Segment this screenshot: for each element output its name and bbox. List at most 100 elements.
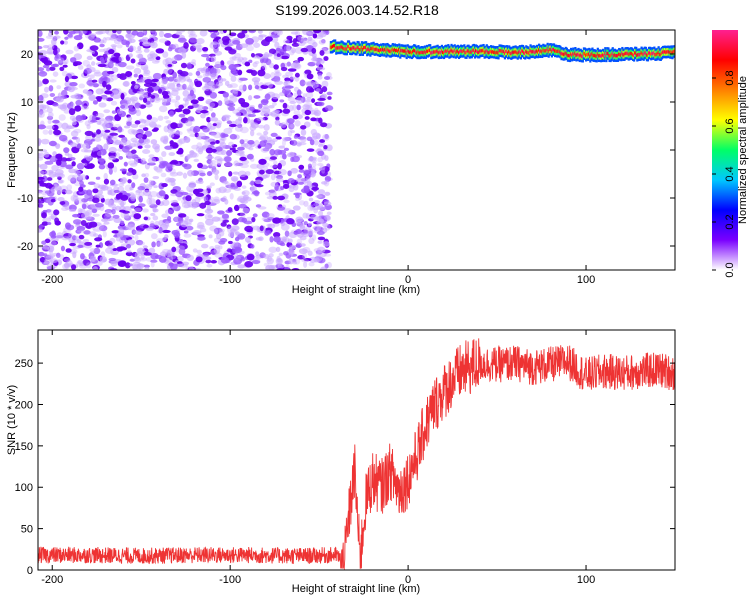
spectrogram-noise-cell [128, 209, 133, 214]
spectrogram-noise-cell [300, 47, 309, 53]
spectrogram-noise-cell [82, 142, 90, 150]
spectrogram-noise-cell [290, 167, 299, 174]
spectrogram-noise-cell [130, 205, 136, 209]
spectrogram-noise-cell [108, 146, 117, 154]
spectrogram-noise-cell [209, 141, 216, 145]
spectrogram-noise-cell [40, 189, 50, 196]
spectrogram-noise-cell [153, 165, 159, 171]
spectrogram-noise-cell [95, 176, 101, 180]
spectrogram-noise-cell [191, 58, 197, 65]
spectrogram-noise-cell [161, 78, 168, 85]
spectrogram-noise-cell [158, 163, 166, 169]
spectrogram-noise-cell [196, 213, 205, 217]
spectrogram-noise-cell [177, 255, 184, 263]
spectrogram-noise-cell [263, 73, 272, 79]
snr-frame [37, 329, 676, 571]
spectrogram-noise-cell [215, 139, 220, 144]
spectrogram-noise-cell [86, 262, 92, 269]
spectrogram-noise-cell [324, 215, 331, 221]
spectrogram-noise-cell [322, 222, 329, 228]
spectrogram-noise-cell [170, 263, 178, 270]
spectrogram-noise-cell [284, 230, 290, 237]
spectrogram-noise-cell [150, 252, 159, 260]
snr-plot-area [38, 330, 675, 570]
spectrogram-noise-cell [283, 199, 290, 203]
spectrogram-noise-cell [73, 92, 81, 100]
spectrogram-noise-cell [87, 181, 96, 186]
spectrogram-noise-cell [287, 170, 292, 177]
spectrogram-noise-cell [304, 109, 312, 116]
spectrogram-noise-cell [153, 127, 159, 131]
spectrogram-noise-cell [227, 84, 233, 89]
spectrogram-noise-cell [222, 30, 227, 34]
spectrogram-noise-cell [93, 147, 99, 152]
spectrogram-noise-cell [202, 126, 210, 133]
spectrogram-noise-cell [263, 253, 270, 260]
spectrogram-noise-cell [153, 185, 158, 189]
spectrogram-noise-cell [38, 228, 43, 233]
snr-x-tick-label: 100 [577, 574, 595, 586]
spectrogram-noise-cell [299, 79, 306, 87]
spectrogram-noise-cell [147, 57, 155, 62]
spectrogram-noise-cell [323, 179, 330, 187]
snr-x-tick-label: 0 [405, 574, 411, 586]
spectrogram-noise-cell [150, 139, 158, 145]
spectrogram-noise-cell [249, 129, 255, 137]
spectrogram-noise-cell [84, 130, 94, 136]
spectrogram-noise-cell [207, 122, 212, 129]
spectrogram-noise-cell [185, 195, 192, 202]
spectrogram-noise-cell [240, 101, 250, 108]
spectrogram-noise-cell [69, 82, 78, 87]
spectrogram-noise-cell [230, 75, 237, 82]
spectrogram-noise-cell [76, 225, 86, 232]
spectrogram-noise-cell [303, 200, 309, 207]
spectrogram-noise-cell [76, 261, 83, 266]
spectrogram-noise-cell [192, 248, 198, 253]
spectrogram-noise-cell [264, 111, 273, 116]
spectrogram-noise-cell [54, 55, 59, 62]
spectrogram-noise-cell [265, 169, 274, 175]
spectrogram-noise-cell [103, 221, 110, 225]
spectrogram-noise-cell [138, 191, 145, 197]
spectrogram-noise-cell [131, 182, 136, 189]
spectrogram-noise-cell [172, 71, 178, 79]
spectrogram-noise-cell [43, 60, 53, 66]
spectrogram-noise-cell [186, 254, 195, 262]
spectrogram-noise-cell [82, 30, 88, 34]
spectrogram-noise-cell [64, 152, 70, 156]
spectrogram-noise-cell [121, 176, 127, 184]
spectrogram-noise-cell [38, 80, 43, 87]
spectrogram-noise-cell [150, 180, 156, 186]
spectrogram-noise-cell [215, 68, 221, 74]
spectrogram-noise-cell [273, 232, 281, 238]
spectrogram-noise-cell [205, 138, 214, 143]
spectrogram-noise-cell [89, 248, 96, 253]
spectrogram-noise-cell [49, 66, 56, 71]
spectrogram-noise-cell [306, 148, 315, 152]
spectrogram-noise-cell [82, 89, 89, 94]
spectrogram-noise-cell [164, 221, 170, 227]
spectrogram-noise-cell [169, 140, 174, 145]
spectrogram-noise-cell [91, 115, 96, 123]
spectrogram-noise-cell [210, 32, 217, 39]
spectrogram-noise-cell [209, 117, 219, 122]
spectrogram-noise-cell [160, 135, 169, 143]
spectrogram-noise-cell [186, 154, 191, 160]
spectrogram-noise-cell [228, 64, 237, 71]
spectrogram-noise-cell [219, 141, 227, 148]
spectrogram-noise-cell [103, 178, 110, 185]
spectrogram-noise-cell [50, 240, 57, 246]
spectrogram-noise-cell [221, 78, 227, 82]
spectrogram-noise-cell [120, 104, 126, 109]
spectrogram-noise-cell [135, 62, 142, 67]
spectrogram-noise-cell [148, 198, 156, 205]
spectrogram-noise-cell [231, 225, 240, 231]
spectrogram-noise-cell [308, 156, 318, 160]
spectrogram-noise-cell [253, 80, 260, 87]
spectrogram-noise-cell [127, 179, 132, 184]
spectrogram-noise-cell [295, 177, 302, 183]
spectrogram-noise-cell [190, 99, 199, 105]
spectrogram-noise-cell [70, 177, 77, 184]
spectrogram-noise-cell [268, 62, 275, 69]
